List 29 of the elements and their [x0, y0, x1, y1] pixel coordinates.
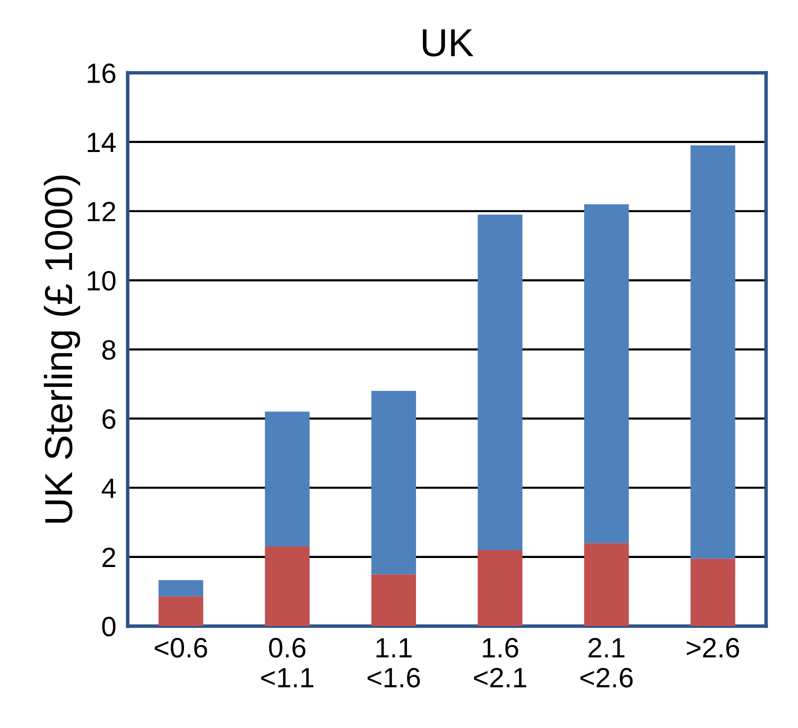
chart-title: UK: [422, 29, 474, 57]
x-tick-label: 0.6 <1.1: [261, 638, 314, 688]
bar: [584, 543, 629, 626]
x-tick-label: <0.6: [154, 638, 208, 658]
y-tick-label: 2: [102, 548, 116, 567]
bar: [158, 580, 204, 596]
bar: [690, 558, 736, 626]
bar: [478, 214, 522, 550]
x-tick-label: 1.6 <2.1: [474, 638, 526, 688]
y-tick-label: 6: [102, 409, 116, 429]
bar: [158, 596, 204, 626]
y-tick-label: 16: [88, 63, 116, 84]
bar: [371, 390, 416, 574]
y-tick-label: 12: [88, 202, 116, 222]
y-tick-label: 4: [102, 478, 116, 498]
y-tick-label: 14: [88, 132, 116, 152]
y-tick-label: 8: [102, 340, 116, 360]
bar: [371, 574, 416, 626]
bar: [584, 204, 629, 544]
y-axis-title: UK Sterling (£ 1000): [44, 176, 80, 523]
y-tick-label: 10: [88, 270, 116, 291]
bar: [690, 145, 736, 559]
bar: [264, 546, 310, 626]
y-tick-label: 0: [102, 616, 116, 636]
x-tick-label: >2.6: [686, 638, 740, 658]
x-tick-label: 1.1 <1.6: [368, 638, 420, 688]
bar: [478, 550, 522, 626]
bar: [264, 412, 310, 547]
x-tick-label: 2.1 <2.6: [580, 638, 633, 688]
